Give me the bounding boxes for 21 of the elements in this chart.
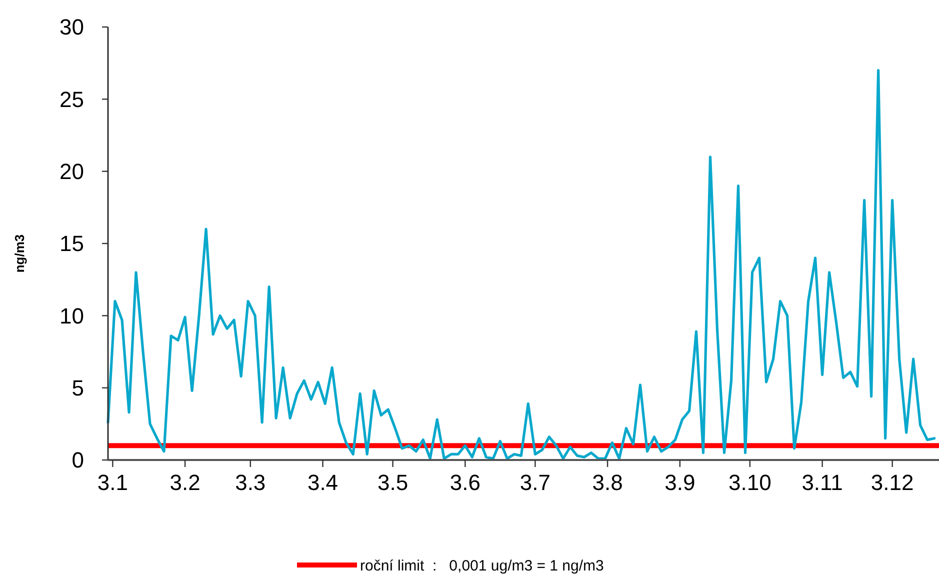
y-tick-label: 30 bbox=[60, 14, 84, 40]
x-tick-label: 3.6 bbox=[450, 470, 480, 495]
legend-label: roční limit : 0,001 ug/m3 = 1 ng/m3 bbox=[360, 557, 604, 574]
x-tick-label: 3.4 bbox=[307, 470, 338, 495]
y-tick-label: 0 bbox=[72, 448, 84, 473]
x-tick-label: 3.7 bbox=[520, 470, 550, 495]
x-tick-label: 3.10 bbox=[728, 470, 772, 495]
x-tick-label: 3.2 bbox=[170, 470, 200, 495]
x-tick-label: 3.9 bbox=[664, 470, 696, 495]
x-tick-label: 3.5 bbox=[377, 470, 408, 495]
x-tick-label: 3.12 bbox=[870, 470, 914, 495]
y-axis-title: ng/m3 bbox=[12, 234, 27, 273]
x-tick-label: 3.1 bbox=[97, 470, 128, 495]
y-tick-label: 10 bbox=[60, 303, 84, 328]
y-tick-label: 5 bbox=[72, 376, 84, 401]
x-tick-label: 3.11 bbox=[802, 470, 843, 495]
x-tick-label: 3.8 bbox=[592, 470, 623, 495]
y-tick-label: 25 bbox=[60, 86, 84, 112]
y-tick-label: 20 bbox=[60, 159, 84, 184]
x-tick-label: 3.3 bbox=[235, 470, 266, 495]
y-tick-label: 15 bbox=[60, 231, 84, 256]
